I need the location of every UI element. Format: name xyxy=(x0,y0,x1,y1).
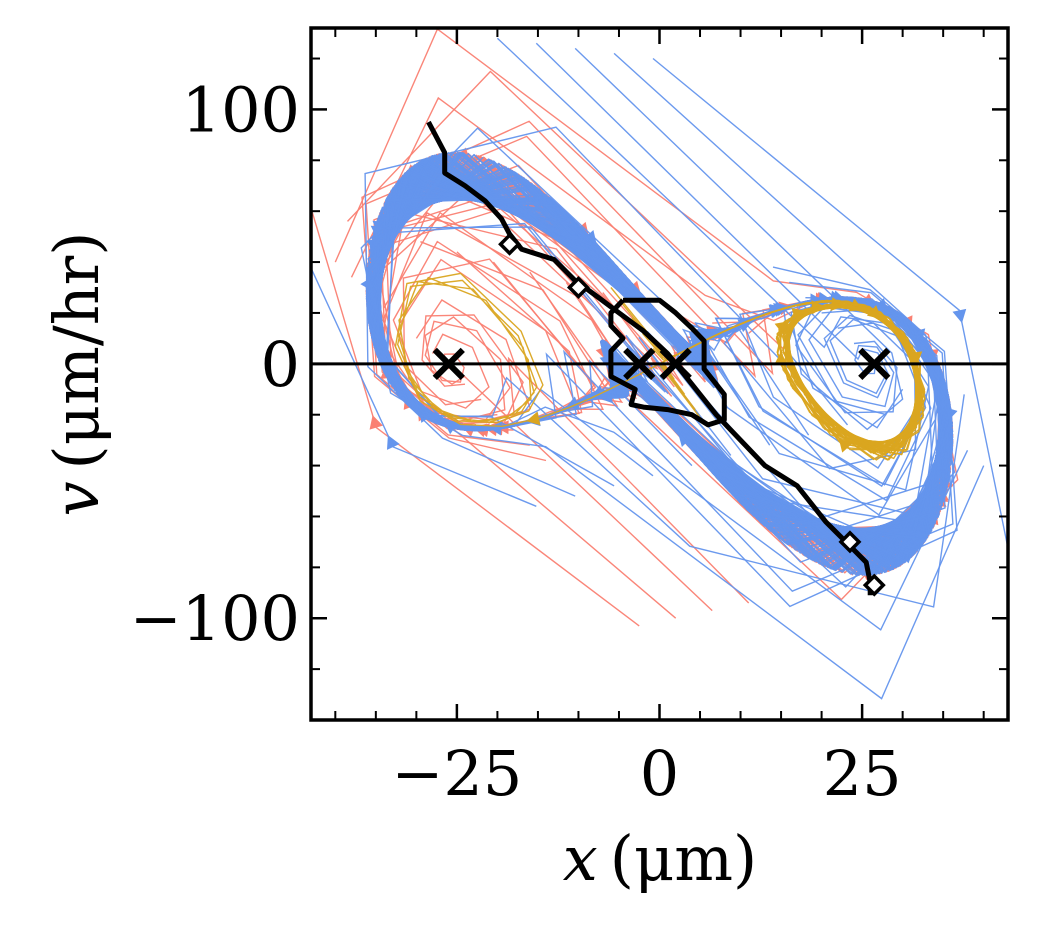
x-axis-label: x (μm) xyxy=(563,822,757,895)
x-tick-label: 25 xyxy=(823,737,902,810)
diamond-marker xyxy=(566,276,590,299)
right-basin-streamline xyxy=(652,57,1008,552)
left-basin-streamline xyxy=(311,212,640,627)
y-tick-label: −100 xyxy=(130,582,300,655)
overlay-layer xyxy=(311,120,1008,597)
x-axis-label-units: (μm) xyxy=(610,822,757,895)
inner-basin-boundary xyxy=(608,297,727,428)
middle-basin-streamline-arrow xyxy=(774,321,790,335)
x-tick-label: 0 xyxy=(640,737,679,810)
diamond-marker xyxy=(498,232,522,256)
diamond-marker xyxy=(838,530,862,554)
diamond-marker xyxy=(862,573,886,597)
y-axis-label: v (μm/hr) xyxy=(40,232,113,517)
middle-basin-streamline xyxy=(394,272,707,428)
y-tick-label: 100 xyxy=(182,73,300,146)
fixed-point-marker xyxy=(659,347,692,380)
middle-basin-streamline-arrow xyxy=(908,351,923,366)
right-basin-streamline xyxy=(311,266,537,507)
middle-basin-streamline-arrow xyxy=(838,438,853,453)
fixed-point-marker xyxy=(858,347,891,380)
y-axis-label-units: (μm/hr) xyxy=(40,232,113,470)
right-basin-streamline-arrow xyxy=(386,435,400,450)
middle-basin-streamline-arrow xyxy=(526,411,541,426)
fixed-point-marker xyxy=(432,347,465,380)
y-tick-label: 0 xyxy=(261,328,300,401)
fixed-point-marker xyxy=(623,347,656,380)
right-basin-streamline-arrow xyxy=(952,308,967,324)
separatrix-curve xyxy=(426,120,873,596)
y-axis-label-var: v xyxy=(40,481,113,516)
ticks-layer: −25 0 25 −100 0 100 xyxy=(130,28,1008,810)
left-basin-streamline-arrow xyxy=(369,415,383,430)
x-axis-label-var: x xyxy=(563,822,598,895)
x-tick-label: −25 xyxy=(391,737,522,810)
